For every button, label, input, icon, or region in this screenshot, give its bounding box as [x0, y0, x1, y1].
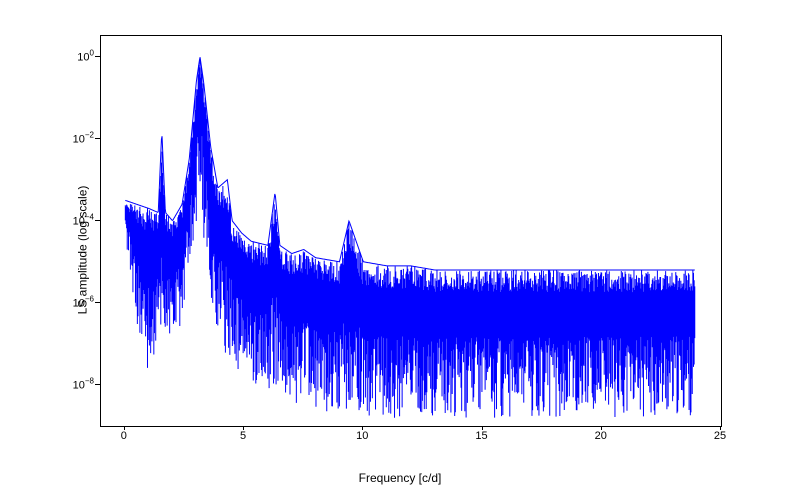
x-tick-label: 25 [714, 430, 726, 442]
y-tick-label: 100 [77, 48, 94, 63]
x-tick-label: 5 [240, 430, 246, 442]
x-axis-label: Frequency [c/d] [359, 471, 442, 485]
periodogram-figure: LS amplitude (log scale) Frequency [c/d]… [0, 0, 800, 500]
spectrum-line [101, 36, 721, 426]
y-tick-label: 10−4 [73, 212, 94, 227]
x-tick-label: 20 [595, 430, 607, 442]
y-tick-label: 10−2 [73, 130, 94, 145]
x-tick-label: 10 [356, 430, 368, 442]
x-tick-label: 15 [475, 430, 487, 442]
y-tick-label: 10−6 [73, 295, 94, 310]
plot-area [100, 35, 722, 427]
x-tick-label: 0 [121, 430, 127, 442]
y-tick-label: 10−8 [73, 377, 94, 392]
